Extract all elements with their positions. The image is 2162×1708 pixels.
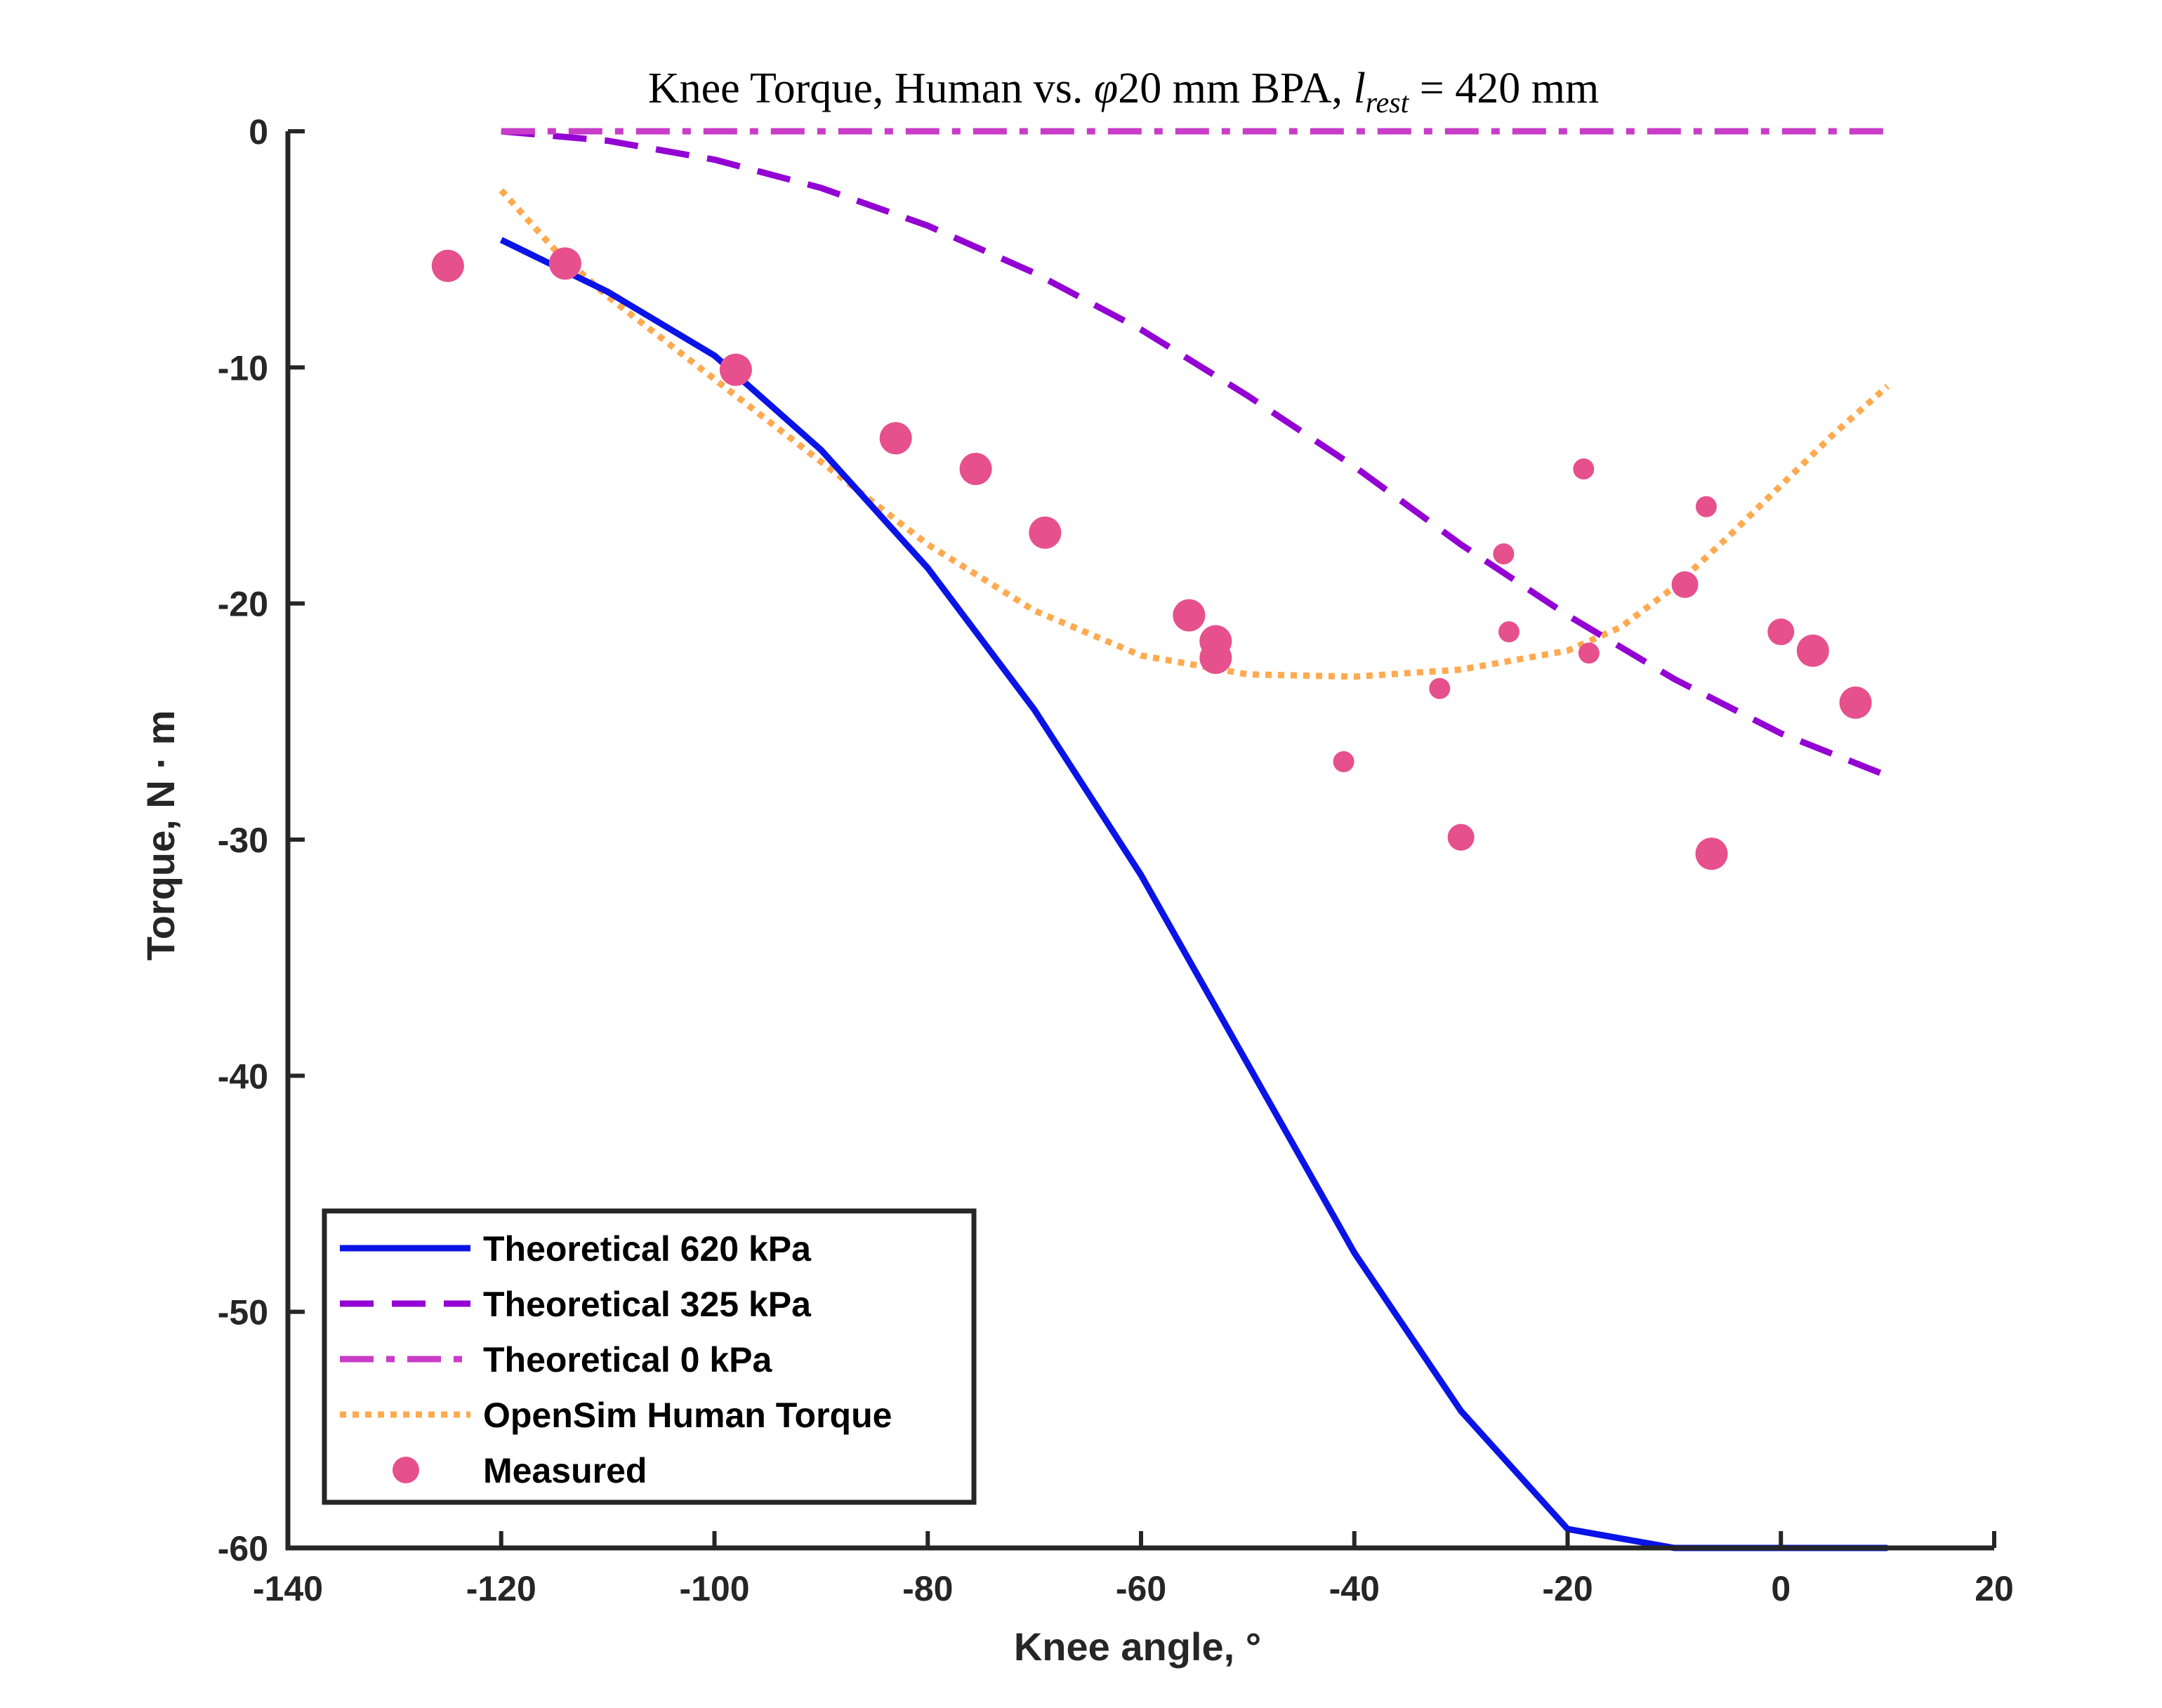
measured-point [431, 249, 464, 282]
y-tick-label: -50 [218, 1293, 268, 1332]
measured-point [879, 422, 912, 455]
measured-point [1333, 751, 1354, 773]
measured-point [1767, 618, 1795, 646]
measured-point [1578, 642, 1600, 664]
tick-labels: -140 -120 -100 -80 -60 -40 -20 0 20 0 -10 -20 -30 -40… [218, 112, 2014, 1608]
chart-title: Knee Torque, Human vs. φ20 mm BPA, lrest… [648, 65, 1599, 119]
legend-label: Theoretical 0 kPa [483, 1340, 772, 1379]
measured-point [1447, 823, 1475, 851]
measured-point [1671, 571, 1699, 598]
series-theoretical-325-kpa-line [501, 128, 1889, 779]
legend-label: OpenSim Human Torque [483, 1396, 892, 1435]
measured-point [548, 247, 581, 280]
y-tick-label: -10 [218, 348, 268, 388]
axes [285, 129, 1996, 1551]
legend-label: Measured [483, 1451, 647, 1490]
y-tick-label: -40 [218, 1057, 268, 1096]
y-tick-label: -30 [218, 821, 268, 860]
y-axis-label: Torque, N · m [138, 710, 183, 961]
title-subscript: rest [1366, 87, 1410, 119]
measured-point [1029, 516, 1062, 549]
title-suffix: = 420 mm [1409, 65, 1599, 112]
legend-item-opensim-human-torque: OpenSim Human Torque [340, 1396, 892, 1435]
series-measured [431, 247, 1872, 870]
x-tick-label: -80 [902, 1569, 953, 1608]
measured-point [1173, 599, 1206, 632]
measured-point [719, 353, 752, 386]
measured-point [1796, 634, 1829, 667]
measured-point [1498, 621, 1520, 643]
measured-point [1199, 642, 1232, 675]
title-variable: l [1354, 65, 1366, 112]
y-tick-label: -60 [218, 1529, 268, 1568]
title-middle: 20 mm BPA, [1118, 65, 1353, 112]
y-tick-label: -20 [218, 585, 268, 624]
x-tick-label: -20 [1542, 1569, 1593, 1608]
x-tick-label: -120 [466, 1569, 536, 1608]
legend-item-theoretical-325-kpa: Theoretical 325 kPa [340, 1285, 812, 1324]
legend-item-theoretical-620-kpa: Theoretical 620 kPa [340, 1229, 812, 1269]
legend-label: Theoretical 325 kPa [483, 1285, 812, 1324]
x-tick-label: -100 [679, 1569, 749, 1608]
legend-item-theoretical-0-kpa: Theoretical 0 kPa [340, 1340, 772, 1379]
measured-point [1429, 677, 1451, 699]
y-tick-label: 0 [249, 112, 268, 152]
measured-point [1493, 543, 1515, 565]
x-tick-label: 20 [1975, 1569, 2014, 1608]
x-tick-label: -40 [1329, 1569, 1380, 1608]
legend-marker [393, 1457, 419, 1483]
legend-label: Theoretical 620 kPa [483, 1229, 812, 1269]
title-symbol: φ [1094, 65, 1118, 112]
measured-point [1695, 838, 1728, 870]
x-tick-label: 0 [1771, 1569, 1791, 1608]
x-tick-label: -140 [253, 1569, 323, 1608]
legend-item-measured: Measured [393, 1451, 647, 1490]
measured-point [1839, 686, 1872, 719]
x-tick-label: -60 [1116, 1569, 1166, 1608]
title-prefix: Knee Torque, Human vs. [648, 65, 1094, 112]
legend: Theoretical 620 kPa Theoretical 325 kPa Th… [322, 1208, 977, 1505]
measured-point [1695, 496, 1717, 517]
x-axis-label: Knee angle, ° [1014, 1624, 1261, 1669]
measured-point [1573, 458, 1595, 479]
measured-point [959, 452, 992, 485]
